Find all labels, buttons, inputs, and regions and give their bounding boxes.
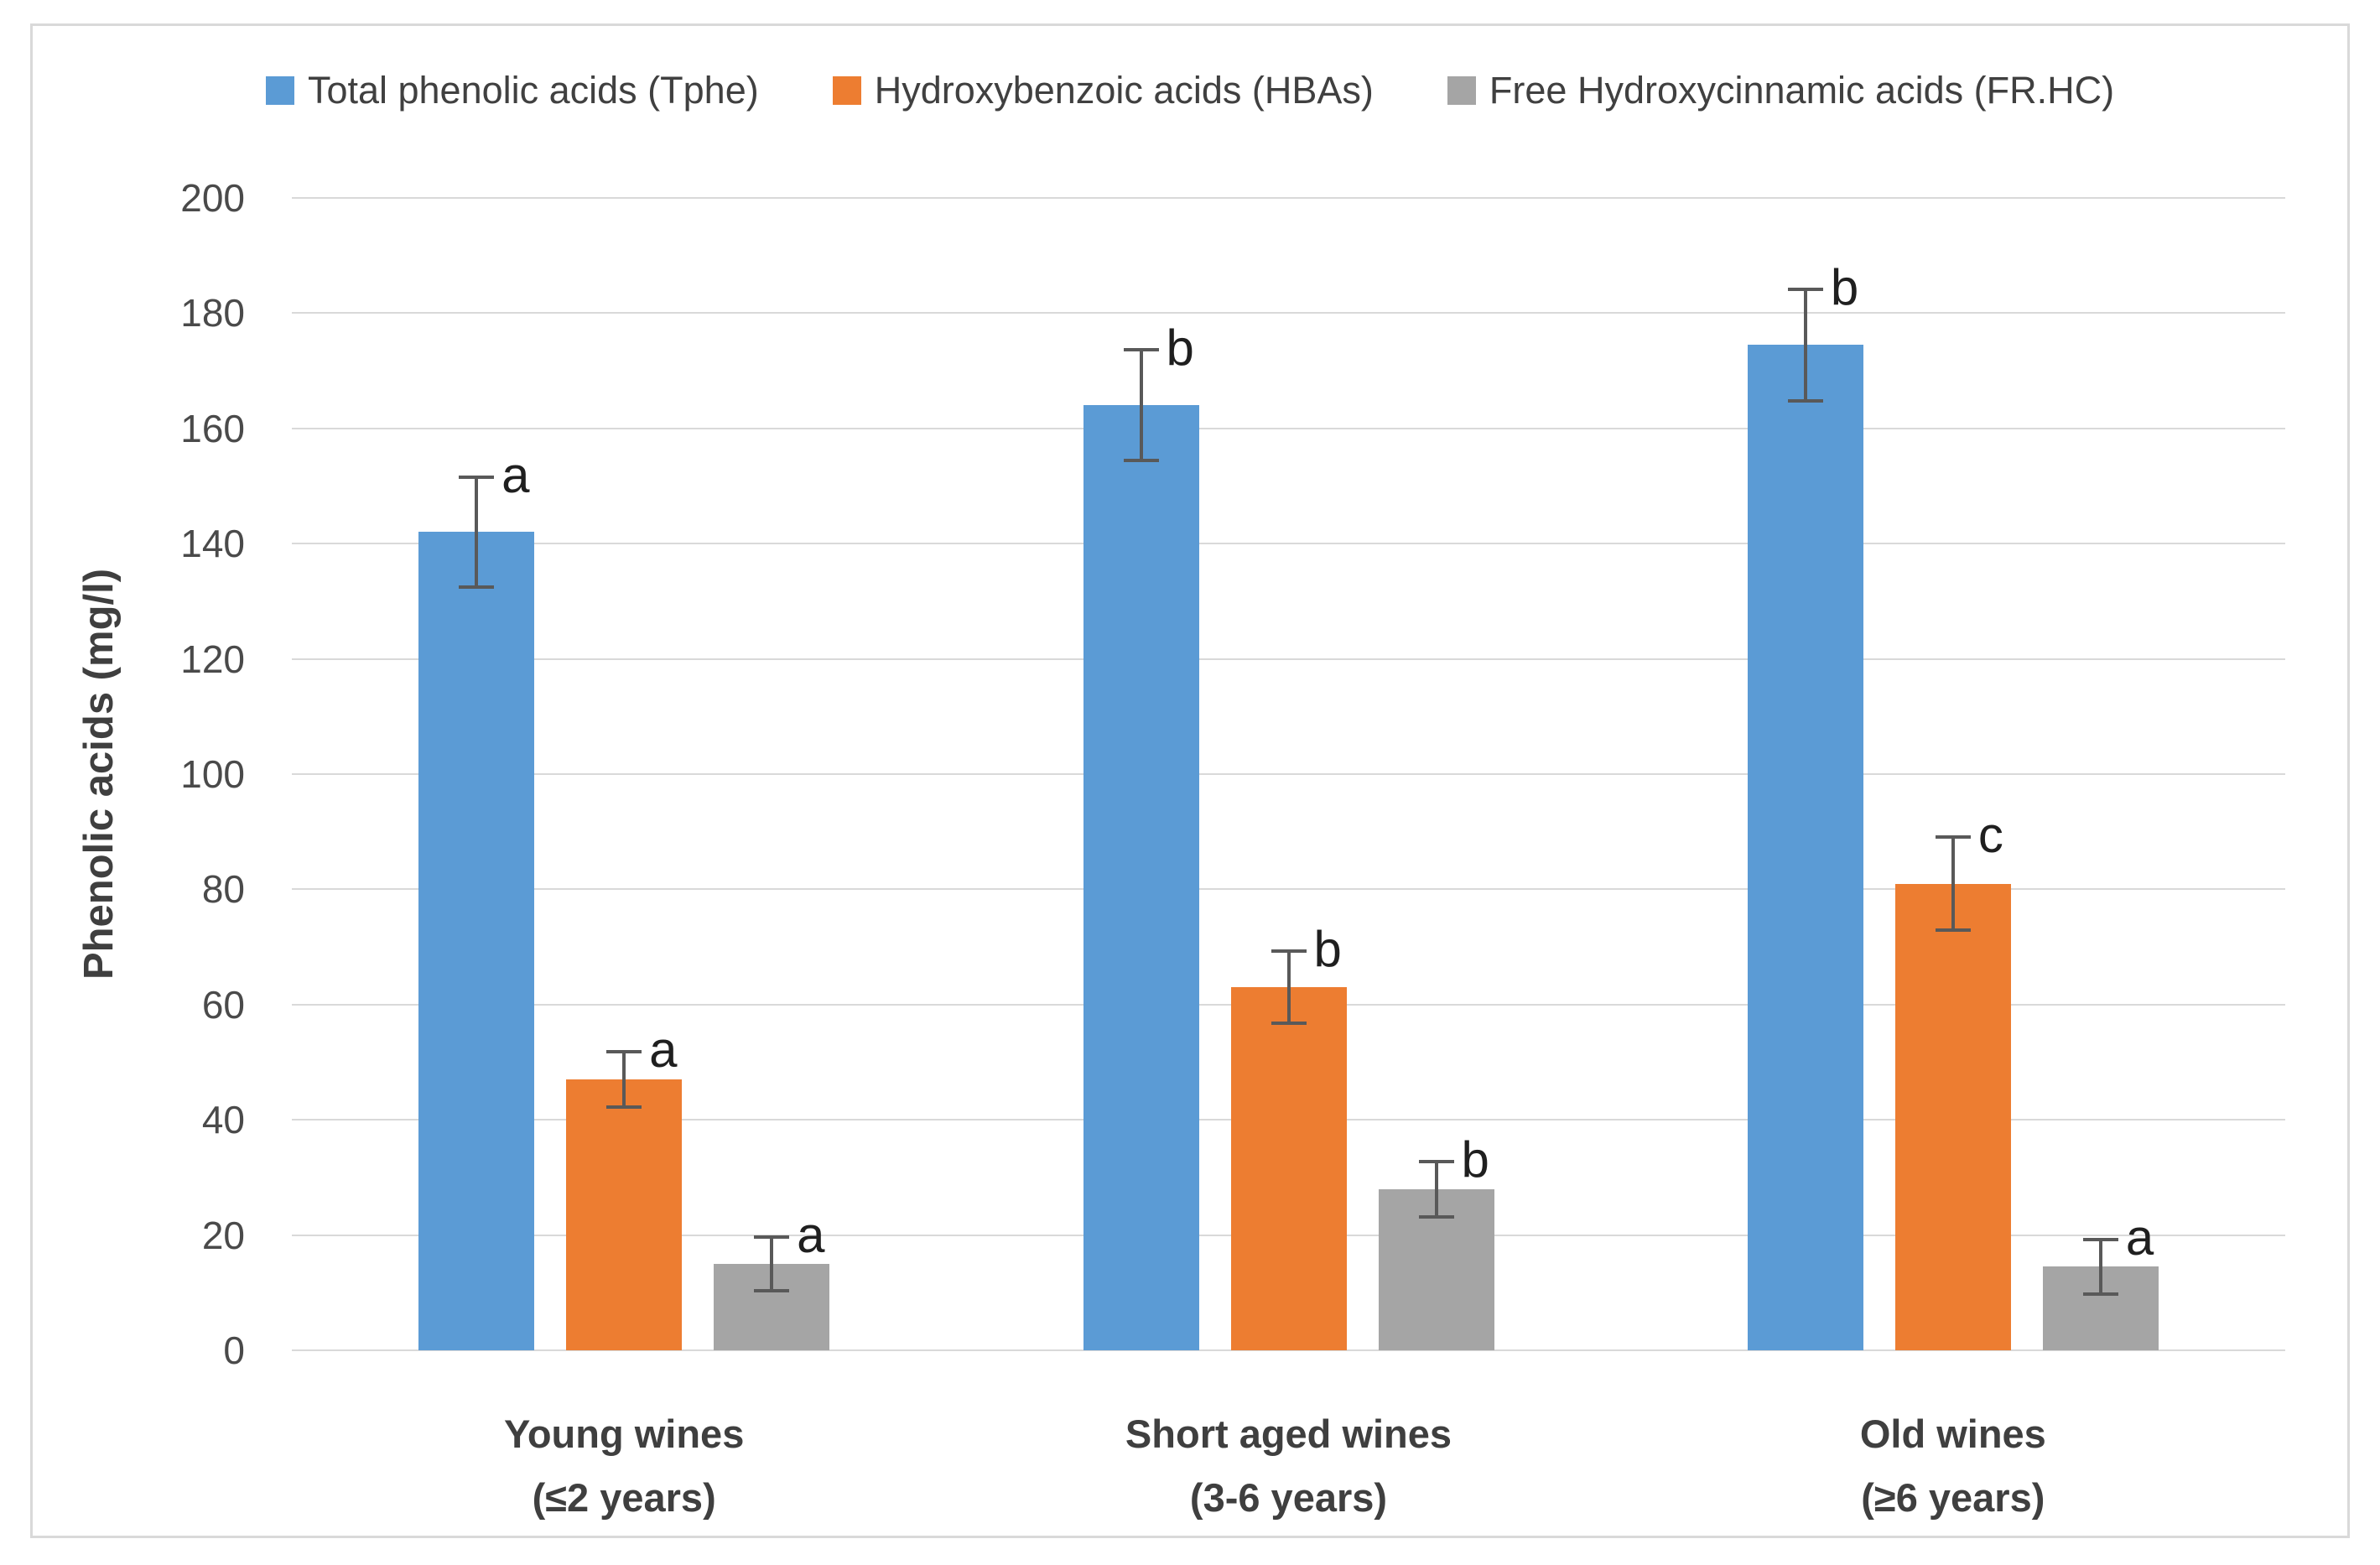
- error-bar: [475, 477, 479, 587]
- error-bar: [1434, 1161, 1438, 1217]
- error-bar-cap: [606, 1105, 642, 1110]
- bar: [1894, 883, 2011, 1350]
- bar: [1230, 987, 1347, 1350]
- significance-letter: b: [1830, 258, 1859, 315]
- error-bar: [770, 1237, 774, 1291]
- significance-letter: b: [1313, 920, 1342, 977]
- error-bar: [2098, 1240, 2102, 1294]
- y-tick-label: 100: [180, 752, 245, 796]
- legend-item: Free Hydroxycinnamic acids (FR.HC): [1447, 69, 2114, 112]
- significance-letter: b: [1461, 1131, 1489, 1188]
- y-tick-label: 0: [223, 1328, 245, 1372]
- y-tick-label: 160: [180, 406, 245, 450]
- y-tick-label: 200: [180, 176, 245, 220]
- significance-letter: a: [797, 1207, 825, 1264]
- gridline: [292, 1349, 2285, 1351]
- error-bar-cap: [754, 1288, 790, 1292]
- y-tick-label: 120: [180, 637, 245, 681]
- error-bar: [1951, 836, 1955, 931]
- bar: [566, 1079, 683, 1350]
- error-bar-cap: [1787, 287, 1823, 291]
- legend-label: Free Hydroxycinnamic acids (FR.HC): [1489, 69, 2115, 112]
- error-bar: [1286, 950, 1291, 1024]
- significance-letter: a: [649, 1022, 678, 1079]
- y-tick-label: 80: [201, 867, 245, 912]
- significance-letter: a: [501, 447, 530, 504]
- error-bar: [622, 1052, 626, 1108]
- category-label: Young wines (≤2 years): [330, 1402, 917, 1530]
- bar: [1747, 345, 1863, 1350]
- bar: [418, 532, 535, 1350]
- gridline: [292, 543, 2285, 545]
- error-bar-cap: [1418, 1214, 1454, 1219]
- error-bar-cap: [1271, 1022, 1307, 1026]
- legend: Total phenolic acids (Tphe) Hydroxybenzoi…: [0, 69, 2380, 112]
- error-bar-cap: [1418, 1159, 1454, 1163]
- legend-swatch-icon: [1447, 76, 1476, 105]
- y-tick-label: 140: [180, 522, 245, 566]
- category-title: Old wines: [1859, 1412, 2046, 1456]
- error-bar: [1803, 289, 1807, 401]
- significance-letter: c: [1977, 806, 2003, 863]
- error-bar-cap: [459, 476, 495, 480]
- y-tick-label: 60: [201, 982, 245, 1027]
- gridline: [292, 773, 2285, 775]
- y-tick-label: 180: [180, 291, 245, 335]
- category-label: Old wines (≥6 years): [1660, 1402, 2247, 1530]
- gridline: [292, 197, 2285, 199]
- error-bar-cap: [1787, 398, 1823, 403]
- gridline: [292, 427, 2285, 429]
- category-label: Short aged wines (3-6 years): [995, 1402, 1582, 1530]
- error-bar: [1139, 350, 1143, 461]
- error-bar-cap: [1271, 949, 1307, 953]
- error-bar-cap: [2082, 1238, 2118, 1242]
- legend-swatch-icon: [832, 76, 861, 105]
- category-title: Short aged wines: [1125, 1412, 1452, 1456]
- legend-label: Total phenolic acids (Tphe): [307, 69, 759, 112]
- significance-letter: a: [2125, 1209, 2154, 1266]
- legend-swatch-icon: [265, 76, 294, 105]
- bar: [1083, 405, 1199, 1350]
- y-tick-label: 20: [201, 1213, 245, 1257]
- gridline: [292, 312, 2285, 315]
- error-bar-cap: [1123, 348, 1159, 352]
- gridline: [292, 888, 2285, 891]
- category-subtitle: (3-6 years): [1189, 1475, 1388, 1520]
- legend-item: Hydroxybenzoic acids (HBAs): [832, 69, 1374, 112]
- error-bar-cap: [2082, 1292, 2118, 1296]
- error-bar-cap: [606, 1050, 642, 1054]
- significance-letter: b: [1166, 320, 1194, 377]
- category-subtitle: (≤2 years): [532, 1475, 716, 1520]
- error-bar-cap: [1935, 834, 1971, 839]
- y-tick-label: 40: [201, 1098, 245, 1142]
- legend-item: Total phenolic acids (Tphe): [265, 69, 759, 112]
- legend-label: Hydroxybenzoic acids (HBAs): [874, 69, 1374, 112]
- error-bar-cap: [1935, 928, 1971, 933]
- error-bar-cap: [459, 585, 495, 589]
- category-subtitle: (≥6 years): [1861, 1475, 2045, 1520]
- gridline: [292, 658, 2285, 660]
- error-bar-cap: [1123, 459, 1159, 463]
- error-bar-cap: [754, 1235, 790, 1240]
- category-title: Young wines: [503, 1412, 745, 1456]
